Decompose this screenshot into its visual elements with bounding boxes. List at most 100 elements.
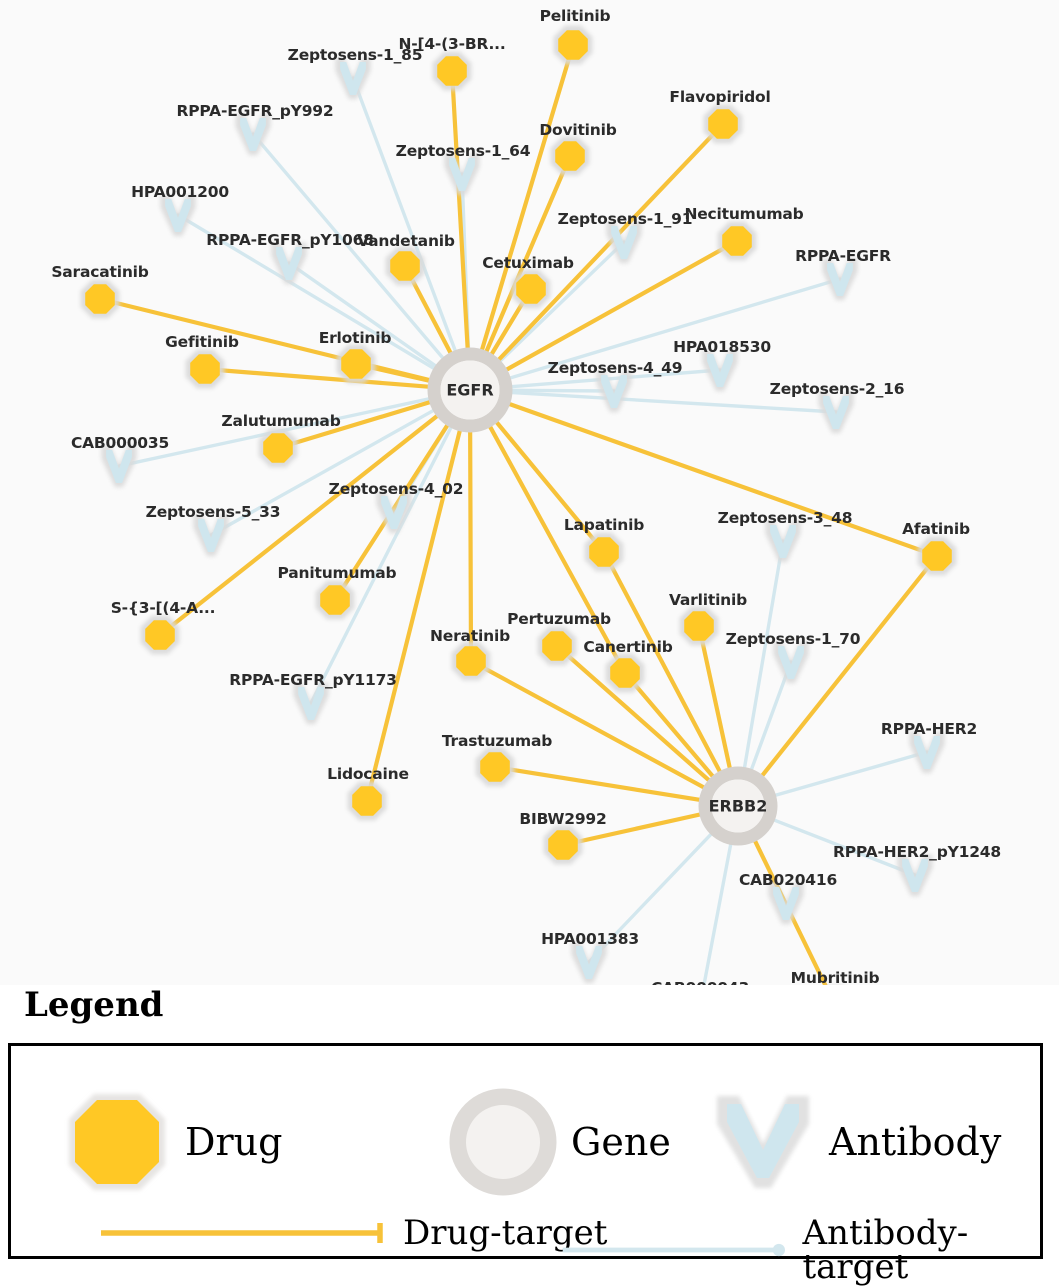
- antibody-node[interactable]: [444, 154, 479, 195]
- drug-node-body: [352, 786, 382, 816]
- drug-node-body: [390, 251, 420, 281]
- legend-label-drug: Drug: [185, 1123, 282, 1161]
- legend-item-antibody: Antibody: [711, 1088, 1001, 1196]
- antibody-target-edge: [589, 831, 715, 962]
- drug-node-body: [708, 109, 738, 139]
- antibody-target-edge: [771, 752, 927, 797]
- drug-node[interactable]: [551, 137, 590, 176]
- antibody-target-edge: [770, 818, 915, 875]
- drug-node[interactable]: [704, 105, 743, 144]
- drug-node-body: [516, 274, 546, 304]
- drug-node-body: [437, 56, 467, 86]
- drug-target-edge: [563, 813, 708, 845]
- drug-node[interactable]: [718, 222, 757, 261]
- antibody-node[interactable]: [897, 855, 932, 896]
- drug-node[interactable]: [259, 429, 298, 468]
- legend-panel: Legend Drug Gene Antibody: [0, 985, 1059, 1280]
- drug-node[interactable]: [585, 533, 624, 572]
- drug-node[interactable]: [186, 350, 225, 389]
- drug-node[interactable]: [386, 247, 425, 286]
- drug-target-edge-icon: [99, 1220, 389, 1246]
- drug-node-body: [456, 646, 486, 676]
- drug-node[interactable]: [538, 627, 577, 666]
- drug-node[interactable]: [337, 345, 376, 384]
- antibody-target-edge: [750, 662, 791, 774]
- drug-target-edge: [502, 401, 937, 556]
- drug-node-body: [341, 349, 371, 379]
- drug-node-body: [589, 537, 619, 567]
- antibody-node[interactable]: [773, 642, 808, 683]
- drug-node[interactable]: [606, 654, 645, 693]
- antibody-icon: [711, 1088, 815, 1196]
- drug-target-edge: [335, 419, 452, 600]
- gene-icon: [449, 1088, 557, 1196]
- drug-node[interactable]: [452, 642, 491, 681]
- antibody-target-edge-icon: [561, 1237, 789, 1263]
- drug-node-body: [480, 752, 510, 782]
- gene-label: ERBB2: [709, 797, 768, 816]
- antibody-node[interactable]: [822, 259, 857, 300]
- drug-node-body: [263, 433, 293, 463]
- antibody-node[interactable]: [768, 883, 803, 924]
- drug-target-edge: [278, 400, 437, 448]
- drug-node[interactable]: [512, 270, 551, 309]
- drug-node[interactable]: [554, 26, 593, 65]
- antibody-node[interactable]: [765, 521, 800, 562]
- drug-node[interactable]: [81, 280, 120, 319]
- drug-node[interactable]: [680, 607, 719, 646]
- drug-node[interactable]: [433, 52, 472, 91]
- drug-node-body: [558, 30, 588, 60]
- drug-target-edge: [480, 45, 573, 357]
- legend-label-antibody-target: Antibody-target: [803, 1216, 1041, 1284]
- drug-target-edge: [470, 424, 471, 661]
- antibody-node[interactable]: [293, 683, 328, 724]
- drug-node[interactable]: [544, 826, 583, 865]
- legend-label-gene: Gene: [571, 1123, 671, 1161]
- drug-node-body: [542, 631, 572, 661]
- drug-node[interactable]: [918, 537, 957, 576]
- drug-node[interactable]: [476, 748, 515, 787]
- node-layer: [81, 26, 957, 1000]
- antibody-node[interactable]: [335, 58, 370, 99]
- drug-node-body: [610, 658, 640, 688]
- legend-title: Legend: [24, 985, 163, 1025]
- antibody-target-edge: [507, 370, 720, 387]
- drug-target-edge: [625, 673, 718, 782]
- legend-label-antibody: Antibody: [829, 1123, 1001, 1161]
- legend-box: Drug Gene Antibody Drug-target: [8, 1043, 1043, 1259]
- antibody-target-edge: [507, 392, 836, 412]
- drug-node-body: [548, 830, 578, 860]
- antibody-node[interactable]: [101, 446, 136, 487]
- drug-node-body: [85, 284, 115, 314]
- antibody-node[interactable]: [909, 732, 944, 773]
- antibody-node[interactable]: [160, 195, 195, 236]
- antibody-node[interactable]: [271, 243, 306, 284]
- network-svg: [0, 0, 1059, 1000]
- legend-item-drug-target-edge: Drug-target: [99, 1216, 607, 1250]
- drug-icon: [63, 1088, 171, 1196]
- drug-target-edge: [493, 124, 723, 365]
- drug-target-edge: [699, 626, 731, 776]
- antibody-target-edge: [178, 215, 438, 371]
- antibody-target-edge: [497, 242, 624, 364]
- drug-node-body: [190, 354, 220, 384]
- legend-item-antibody-target-edge: Antibody-target: [561, 1216, 1040, 1284]
- antibody-target-edge: [699, 839, 732, 1000]
- drug-node-body: [320, 585, 350, 615]
- legend-item-gene: Gene: [449, 1088, 671, 1196]
- drug-node-body: [145, 620, 175, 650]
- drug-node[interactable]: [141, 616, 180, 655]
- antibody-node[interactable]: [193, 515, 228, 556]
- antibody-node[interactable]: [702, 350, 737, 391]
- drug-node-body: [722, 226, 752, 256]
- drug-node[interactable]: [348, 782, 387, 821]
- antibody-node[interactable]: [818, 392, 853, 433]
- antibody-node[interactable]: [571, 942, 606, 983]
- gene-label: EGFR: [446, 381, 493, 400]
- drug-node-body: [555, 141, 585, 171]
- drug-target-edge: [452, 71, 468, 356]
- drug-node-body: [922, 541, 952, 571]
- drug-node[interactable]: [316, 581, 355, 620]
- antibody-target-edge: [507, 390, 614, 391]
